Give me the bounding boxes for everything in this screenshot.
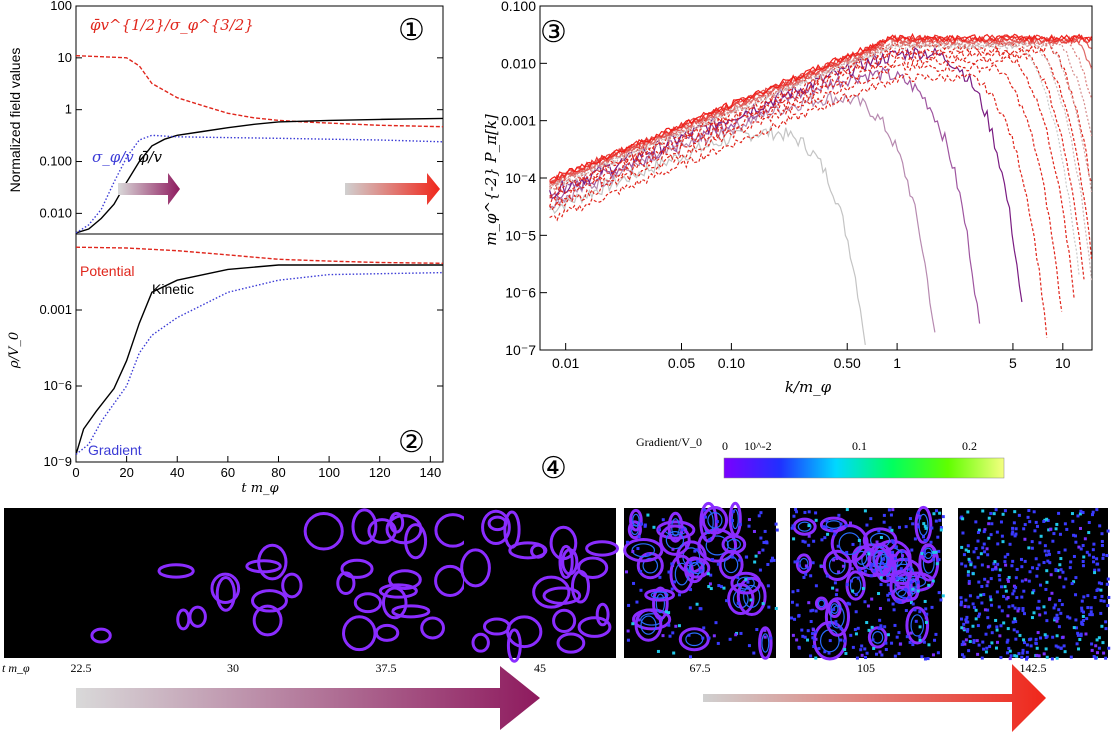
- colorbar-tick-1: 10^-2: [744, 439, 772, 453]
- xtick-label: 140: [419, 465, 441, 480]
- series-label-potential: Potential: [80, 263, 134, 279]
- snapshot-label: 67.5: [690, 661, 711, 675]
- ytick-label: 10⁻5: [505, 227, 536, 243]
- spectrum-line-9: [549, 40, 1093, 191]
- snapshot-label: 22.5: [71, 661, 92, 675]
- series-line-2: [75, 271, 444, 455]
- spectrum-line-16: [549, 35, 1092, 186]
- ytick-label: 0.100: [501, 0, 536, 14]
- series-label-gradient: Gradient: [88, 442, 142, 458]
- snapshot-4: [623, 501, 779, 660]
- snapshot-1: [157, 508, 308, 658]
- xtick-label: 0.10: [718, 355, 745, 371]
- panel2-frame: [75, 233, 444, 463]
- panel-marker-1: ①: [398, 14, 425, 47]
- series-line-0: [75, 246, 444, 264]
- spectrum-line-8: [549, 45, 1093, 260]
- snapshot-label: 30: [227, 661, 239, 675]
- xtick-label: 5: [1009, 355, 1017, 371]
- ytick-label: 0.010: [501, 55, 536, 71]
- panel-marker-3: ③: [540, 16, 567, 49]
- spectrum-line-5: [549, 62, 1063, 312]
- ytick-label: 0.001: [39, 302, 72, 317]
- xtick-label: 120: [369, 465, 391, 480]
- colorbar-tick-2: 0.1: [852, 439, 867, 453]
- series-label-kinetic: Kinetic: [152, 281, 194, 297]
- spectrum-line-10: [549, 41, 1080, 276]
- panel3-xlabel: k/m_φ: [785, 378, 832, 396]
- ytick-label: 0.010: [39, 205, 72, 220]
- spectrum-line-11: [549, 40, 1093, 281]
- xtick-label: 1: [893, 355, 901, 371]
- spectrum-line-6: [549, 54, 1075, 299]
- colorbar: [723, 457, 1005, 479]
- panel3-ylabel: m_φ^{-2} P_π[k]: [482, 114, 500, 246]
- series-line-1: [75, 117, 444, 234]
- ytick-label: 10⁻6: [505, 285, 536, 301]
- xtick-label: 0.01: [552, 355, 579, 371]
- snapshot-label: 37.5: [376, 661, 397, 675]
- xtick-label: 80: [271, 465, 285, 480]
- xtick-label: 10: [1055, 355, 1071, 371]
- arrow-red-small: [345, 173, 440, 205]
- colorbar-label: Gradient/V_0: [636, 435, 702, 449]
- series-line-2: [75, 134, 444, 234]
- snapshot-label: 105: [857, 661, 875, 675]
- ytick-label: 10: [58, 50, 72, 65]
- snapshot-row-label: t m_φ: [2, 661, 30, 675]
- ytick-label: 10⁻7: [505, 342, 536, 358]
- ytick-label: 0.001: [501, 113, 536, 129]
- ytick-label: 10⁻6: [43, 378, 72, 393]
- spectrum-line-3: [549, 46, 1023, 303]
- ytick-label: 0.100: [39, 154, 72, 169]
- ytick-label: 10⁻9: [43, 454, 72, 469]
- panel2-ylabel: ρ/V_0: [7, 332, 22, 369]
- spectrum-line-12: [549, 39, 1093, 193]
- arrow-red-large: [703, 664, 1046, 732]
- arrow-purple-small: [118, 173, 180, 205]
- xtick-label: 20: [119, 465, 133, 480]
- snapshot-label: 142.5: [1020, 661, 1047, 675]
- panel-marker-4: ④: [540, 452, 567, 485]
- snapshot-0: [4, 508, 158, 658]
- ytick-label: 1: [65, 102, 72, 117]
- colorbar-tick-0: 0: [722, 439, 728, 453]
- snapshot-2: [303, 508, 472, 658]
- xtick-label: 100: [318, 465, 340, 480]
- spectrum-line-0: [549, 125, 866, 345]
- spectrum-line-1: [549, 91, 936, 333]
- xtick-label: 0.50: [834, 355, 861, 371]
- panel1-frame: [75, 5, 444, 235]
- panel1-ylabel: Normalized field values: [7, 48, 23, 193]
- xtick-label: 60: [221, 465, 235, 480]
- spectrum-line-7: [549, 49, 1085, 280]
- spectrum-line-4: [549, 73, 1048, 338]
- arrow-purple-large: [76, 666, 540, 730]
- spectrum-line-13: [549, 39, 1093, 187]
- colorbar-tick-3: 0.2: [962, 439, 977, 453]
- ytick-label: 10⁻4: [505, 170, 536, 186]
- spectrum-line-15: [549, 36, 1093, 185]
- panel2-xlabel: t m_φ: [241, 481, 279, 496]
- xtick-label: 40: [170, 465, 184, 480]
- xtick-label: 0.05: [668, 355, 695, 371]
- snapshot-5: [790, 505, 945, 661]
- series-label-sigma: σ_φ/v: [92, 148, 134, 166]
- series-label-phibar: φ̄/v: [138, 148, 163, 166]
- xtick-label: 0: [72, 465, 79, 480]
- series-line-0: [75, 55, 444, 128]
- series-line-1: [75, 264, 443, 455]
- series-label-ratio: φ̄v^{1/2}/σ_φ^{3/2}: [90, 16, 254, 34]
- panel-marker-2: ②: [398, 426, 425, 459]
- snapshot-label: 45: [534, 661, 546, 675]
- spectrum-line-17: [549, 34, 1093, 182]
- ytick-label: 100: [50, 0, 72, 13]
- snapshot-6: [958, 508, 1111, 661]
- snapshot-3: [460, 508, 620, 663]
- spectrum-line-19: [549, 32, 1093, 182]
